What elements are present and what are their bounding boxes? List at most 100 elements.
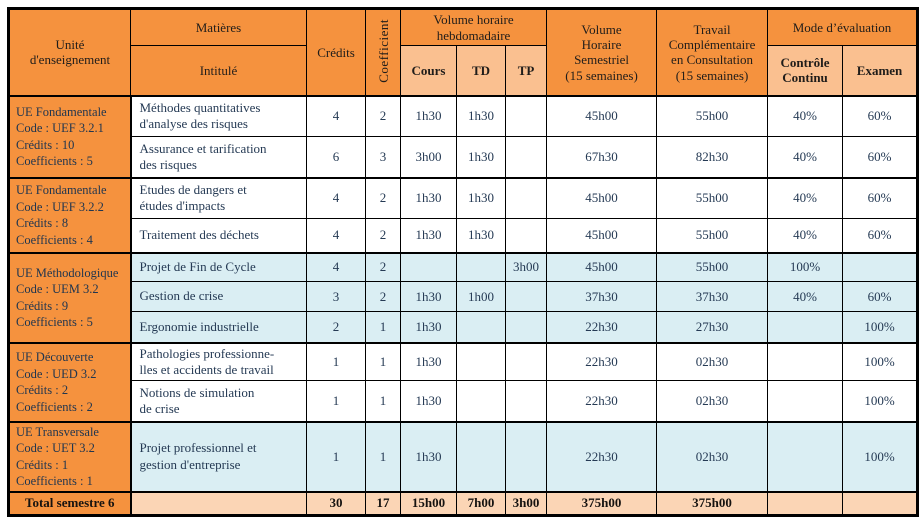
tp-hours-cell (504, 218, 548, 253)
tp-hours-cell (504, 341, 548, 381)
td-hours-cell (456, 341, 506, 381)
tp-hours-cell (504, 420, 548, 492)
continuous-control-cell: 40% (767, 176, 844, 219)
exam-cell: 100% (842, 380, 919, 422)
complementary-work-cell: 02h30 (656, 380, 769, 422)
complementary-work-cell: 82h30 (656, 136, 769, 178)
coefficient-cell: 3 (365, 136, 401, 178)
total-exam-cell (842, 490, 919, 516)
course-row: UE Méthodologique Code : UEM 3.2 Crédits… (8, 251, 919, 343)
cours-hours-cell: 1h30 (400, 341, 457, 381)
td-hours-cell: 1h30 (456, 94, 506, 137)
complementary-work-cell: 02h30 (656, 341, 769, 381)
credits-cell: 4 (306, 176, 366, 219)
credits-cell: 1 (306, 341, 366, 381)
td-hours-cell (456, 311, 506, 343)
coefficient-cell: 2 (365, 281, 401, 312)
coefficient-cell: 1 (365, 380, 401, 422)
course-row: Gestion de crise 3 2 1h30 1h00 37h30 37h30 40% 6… (9, 281, 919, 312)
continuous-control-cell (767, 341, 844, 381)
header-intitule: Intitulé (130, 45, 307, 97)
subject-cell: Etudes de dangers et études d'impacts (130, 176, 307, 219)
td-hours-cell: 1h30 (456, 218, 506, 253)
td-hours-cell (456, 420, 506, 492)
cours-hours-cell: 1h30 (400, 218, 457, 253)
course-row: UE Découverte Code : UED 3.2 Crédits : 2… (8, 341, 919, 422)
total-label-cell: Total semestre 6 (8, 490, 132, 516)
header-cours: Cours (400, 45, 457, 97)
complementary-work-cell: 55h00 (656, 218, 769, 253)
teaching-unit-cell: UE Méthodologique Code : UEM 3.2 Crédits… (8, 251, 132, 343)
subject-cell: Projet professionnel et gestion d'entrep… (130, 420, 307, 492)
semester-program-table: Unité d'enseignement Matières Crédits Co… (7, 7, 920, 517)
total-credits-cell: 30 (306, 490, 366, 516)
header-td: TD (456, 45, 506, 97)
header-complementary-work: Travail Complémentaire en Consultation (… (656, 8, 769, 96)
exam-cell: 100% (842, 341, 919, 381)
tp-hours-cell (504, 94, 548, 137)
table-body: UE Fondamentale Code : UEF 3.2.1 Crédits… (8, 94, 919, 516)
tp-hours-cell (504, 311, 548, 343)
semester-volume-cell: 45h00 (546, 218, 658, 253)
total-subject-cell (130, 490, 307, 516)
cours-hours-cell: 1h30 (400, 420, 457, 492)
header-tp: TP (504, 45, 548, 97)
semester-volume-cell: 45h00 (546, 94, 658, 137)
cours-hours-cell: 1h30 (400, 380, 457, 422)
total-td-hours-cell: 7h00 (456, 490, 506, 516)
header-teaching-unit: Unité d'enseignement (8, 8, 131, 96)
cours-hours-cell (400, 251, 457, 282)
td-hours-cell: 1h30 (456, 136, 506, 178)
cours-hours-cell: 1h30 (400, 281, 457, 312)
complementary-work-cell: 55h00 (656, 94, 769, 137)
total-cours-hours-cell: 15h00 (400, 490, 457, 516)
continuous-control-cell: 40% (767, 281, 844, 312)
tp-hours-cell (504, 281, 548, 312)
complementary-work-cell: 55h00 (656, 176, 769, 219)
semester-volume-cell: 45h00 (546, 251, 658, 282)
cours-hours-cell: 1h30 (400, 311, 457, 343)
credits-cell: 6 (306, 136, 366, 178)
course-row: UE Transversale Code : UET 3.2 Crédits :… (8, 420, 919, 492)
exam-cell: 60% (842, 218, 919, 253)
credits-cell: 1 (306, 380, 366, 422)
credits-cell: 4 (306, 251, 366, 282)
teaching-unit-cell: UE Fondamentale Code : UEF 3.2.2 Crédits… (8, 176, 132, 253)
credits-cell: 4 (306, 218, 366, 253)
coefficient-cell: 1 (365, 341, 401, 381)
tp-hours-cell: 3h00 (504, 251, 548, 282)
subject-cell: Notions de simulation de crise (130, 380, 307, 422)
continuous-control-cell: 40% (767, 94, 844, 137)
td-hours-cell: 1h00 (456, 281, 506, 312)
table-header: Unité d'enseignement Matières Crédits Co… (8, 8, 919, 97)
header-credits: Crédits (306, 8, 366, 96)
credits-cell: 1 (306, 420, 366, 492)
exam-cell: 60% (842, 281, 919, 312)
subject-cell: Traitement des déchets (130, 218, 307, 253)
tp-hours-cell (504, 176, 548, 219)
subject-cell: Gestion de crise (130, 281, 307, 312)
teaching-unit-cell: UE Découverte Code : UED 3.2 Crédits : 2… (8, 341, 132, 422)
cours-hours-cell: 3h00 (400, 136, 457, 178)
semester-volume-cell: 67h30 (546, 136, 658, 178)
course-row: Traitement des déchets 4 2 1h30 1h30 45h00 55h… (9, 218, 919, 253)
complementary-work-cell: 55h00 (656, 251, 769, 282)
subject-cell: Ergonomie industrielle (130, 311, 307, 343)
continuous-control-cell: 100% (767, 251, 844, 282)
exam-cell: 100% (842, 420, 919, 492)
header-coefficient-cell: Coefficient (365, 8, 401, 96)
coefficient-cell: 1 (365, 311, 401, 343)
coefficient-cell: 2 (365, 176, 401, 219)
exam-cell: 60% (842, 94, 919, 137)
cours-hours-cell: 1h30 (400, 94, 457, 137)
course-row: Assurance et tarification des risques 6 3 3… (9, 136, 919, 178)
semester-volume-cell: 22h30 (546, 380, 658, 422)
subject-cell: Projet de Fin de Cycle (130, 251, 307, 282)
coefficient-cell: 2 (365, 218, 401, 253)
subject-cell: Méthodes quantitatives d'analyse des ris… (130, 94, 307, 137)
teaching-unit-cell: UE Transversale Code : UET 3.2 Crédits :… (8, 420, 132, 492)
header-exam: Examen (842, 45, 919, 97)
header-semester-volume: Volume Horaire Semestriel (15 semaines) (546, 8, 658, 96)
total-row: Total semestre 6 30 17 15h00 7h00 3h00 375h00 3… (8, 490, 919, 516)
